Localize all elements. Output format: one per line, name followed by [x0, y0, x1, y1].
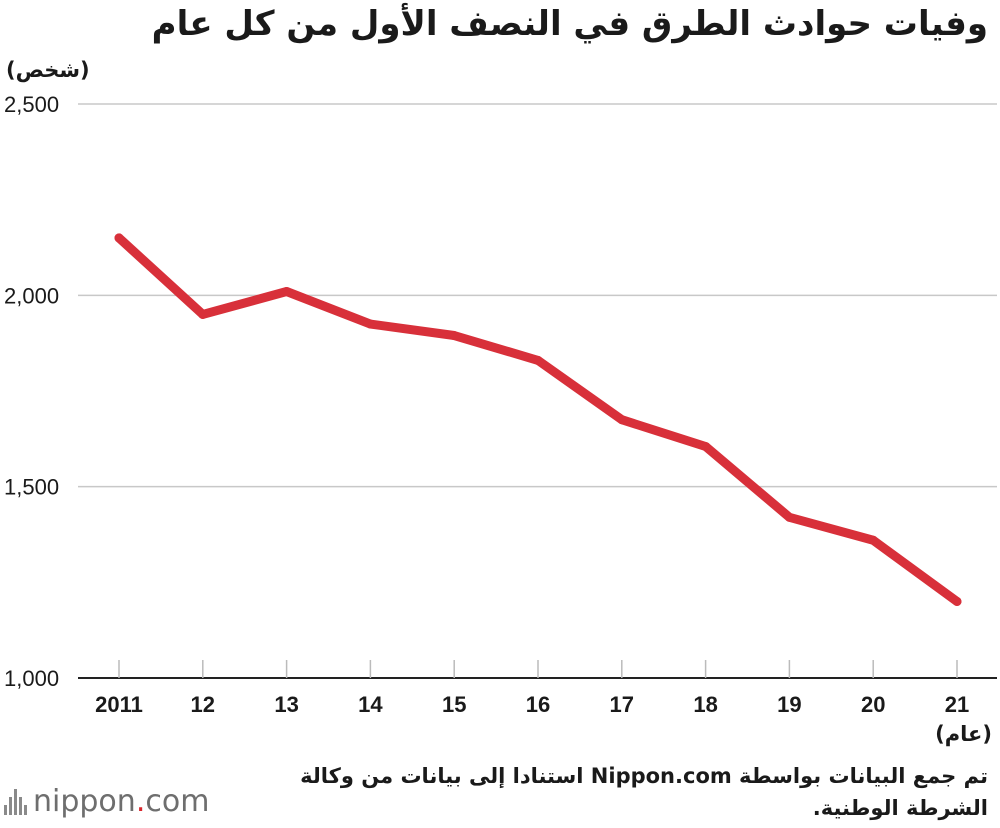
data-point — [449, 331, 459, 341]
x-axis-unit-label: (عام) — [935, 722, 992, 746]
y-tick-label: 2,500 — [4, 92, 59, 117]
x-tick-label: 16 — [526, 692, 550, 717]
x-tick-label: 14 — [358, 692, 383, 717]
y-tick-label: 1,500 — [4, 475, 59, 500]
data-point — [198, 309, 208, 319]
x-tick-label: 13 — [274, 692, 298, 717]
logo-dot: . — [135, 784, 146, 819]
data-point — [114, 233, 124, 243]
line-chart: 1,000 1,500 2,000 2,500 2011 12 13 14 15 16 17 18 19… — [4, 92, 997, 717]
data-point — [952, 596, 962, 606]
x-tick-label: 21 — [945, 692, 969, 717]
logo-word: nippon — [33, 784, 136, 819]
series-line — [114, 233, 962, 606]
data-point — [868, 535, 878, 545]
source-note: تم جمع البيانات بواسطة Nippon.com استناد… — [300, 764, 988, 820]
chart-title: وفيات حوادث الطرق في النصف الأول من كل ع… — [151, 4, 988, 44]
data-point — [701, 441, 711, 451]
x-tick-label: 18 — [693, 692, 717, 717]
x-tick-label: 2011 — [95, 692, 143, 717]
y-tick-label: 1,000 — [4, 666, 59, 691]
nippon-bars-icon — [4, 788, 27, 815]
data-point — [282, 287, 292, 297]
logo-suffix: com — [145, 784, 210, 819]
data-point — [365, 319, 375, 329]
x-tick-label: 15 — [442, 692, 466, 717]
x-tick-label: 20 — [861, 692, 885, 717]
y-tick-label: 2,000 — [4, 283, 59, 308]
data-point — [784, 512, 794, 522]
x-tick-label: 12 — [191, 692, 215, 717]
nippon-logo: nippon. com — [4, 784, 209, 819]
x-tick-label: 17 — [610, 692, 634, 717]
x-tick-label: 19 — [777, 692, 801, 717]
y-axis-unit-label: (شخص) — [6, 58, 90, 82]
data-point — [617, 415, 627, 425]
data-point — [533, 355, 543, 365]
